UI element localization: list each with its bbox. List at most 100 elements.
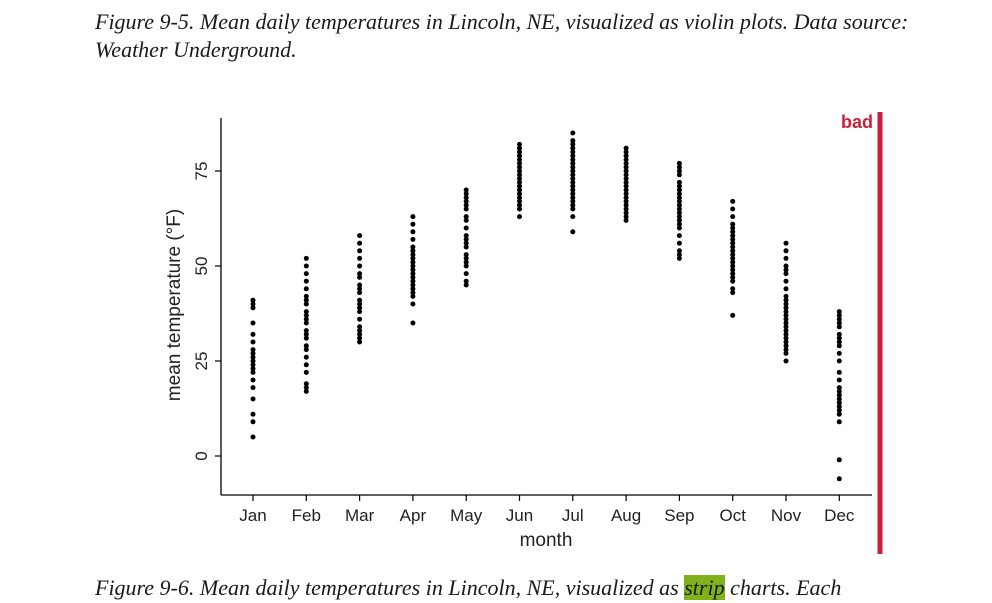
data-point [676, 202, 682, 208]
data-point [783, 309, 789, 315]
data-point [303, 343, 309, 349]
data-point [410, 255, 416, 261]
data-point [783, 293, 789, 299]
data-point [730, 221, 736, 227]
data-point [676, 198, 682, 204]
data-point [570, 198, 576, 204]
data-point [623, 149, 629, 155]
caption-bottom-start: Figure 9-6. Mean daily temperatures in L… [95, 575, 685, 600]
data-point [623, 206, 629, 212]
data-point [303, 362, 309, 368]
data-point [623, 176, 629, 182]
data-point [463, 244, 469, 250]
data-point [570, 191, 576, 197]
data-point [463, 259, 469, 265]
data-point [250, 339, 256, 345]
data-point [303, 316, 309, 322]
data-point [303, 335, 309, 341]
data-point [570, 176, 576, 182]
data-point [783, 335, 789, 341]
data-point [517, 206, 522, 212]
data-point [783, 358, 789, 364]
y-tick-label: 50 [192, 257, 211, 276]
data-point [250, 396, 256, 402]
data-points [250, 130, 842, 482]
data-point [463, 233, 469, 239]
data-point [463, 282, 469, 288]
data-point [836, 331, 842, 337]
data-point [623, 195, 629, 201]
data-point [836, 404, 842, 410]
data-point [570, 138, 576, 144]
data-point [570, 149, 576, 155]
data-point [783, 339, 789, 345]
x-tick-label: Sep [664, 506, 694, 525]
data-point [730, 236, 736, 242]
data-point [570, 214, 576, 220]
data-point [410, 236, 416, 242]
data-point [410, 214, 416, 220]
data-point [303, 297, 309, 303]
data-point [517, 157, 522, 163]
data-point [676, 221, 682, 227]
data-point [357, 286, 363, 292]
data-point [303, 286, 309, 292]
data-point [303, 388, 309, 394]
data-point [783, 320, 789, 326]
data-point [517, 176, 522, 182]
data-point [410, 290, 416, 296]
data-point [676, 195, 682, 201]
data-point [250, 411, 256, 417]
data-point [836, 392, 842, 398]
data-point [676, 172, 682, 178]
data-point [836, 339, 842, 345]
data-point [517, 179, 522, 185]
data-point [623, 198, 629, 204]
data-point [250, 297, 256, 303]
data-point [676, 206, 682, 212]
data-point [730, 225, 736, 231]
data-point [623, 145, 629, 151]
data-point [783, 297, 789, 303]
data-point [410, 293, 416, 299]
data-point [517, 191, 522, 197]
data-point [676, 164, 682, 170]
data-point [570, 202, 576, 208]
data-point [357, 255, 363, 261]
data-point [836, 400, 842, 406]
data-point [730, 312, 736, 318]
data-point [730, 263, 736, 269]
data-point [570, 130, 576, 136]
data-point [517, 153, 522, 159]
data-point [303, 301, 309, 307]
data-point [517, 214, 522, 220]
data-point [410, 301, 416, 307]
data-point [730, 259, 736, 265]
data-point [463, 195, 469, 201]
data-point [730, 267, 736, 273]
data-point [357, 305, 363, 311]
data-point [463, 191, 469, 197]
data-point [730, 278, 736, 284]
data-point [463, 252, 469, 258]
x-axis-title: month [520, 530, 573, 551]
data-point [623, 164, 629, 170]
data-point [730, 244, 736, 250]
data-point [357, 301, 363, 307]
x-tick-label: Nov [771, 506, 802, 525]
data-point [410, 274, 416, 280]
data-point [570, 172, 576, 178]
data-point [676, 179, 682, 185]
data-point [303, 381, 309, 387]
data-point [783, 343, 789, 349]
data-point [783, 331, 789, 337]
strip-chart: 0 25 50 75 Jan Feb Mar Apr May Jun Jul Aug Sep Oct Nov… [164, 112, 883, 554]
data-point [623, 168, 629, 174]
data-point [783, 255, 789, 261]
data-point [410, 229, 416, 235]
y-tick-label: 75 [192, 162, 211, 181]
data-point [463, 236, 469, 242]
data-point [730, 240, 736, 246]
data-point [303, 347, 309, 353]
data-point [303, 354, 309, 360]
